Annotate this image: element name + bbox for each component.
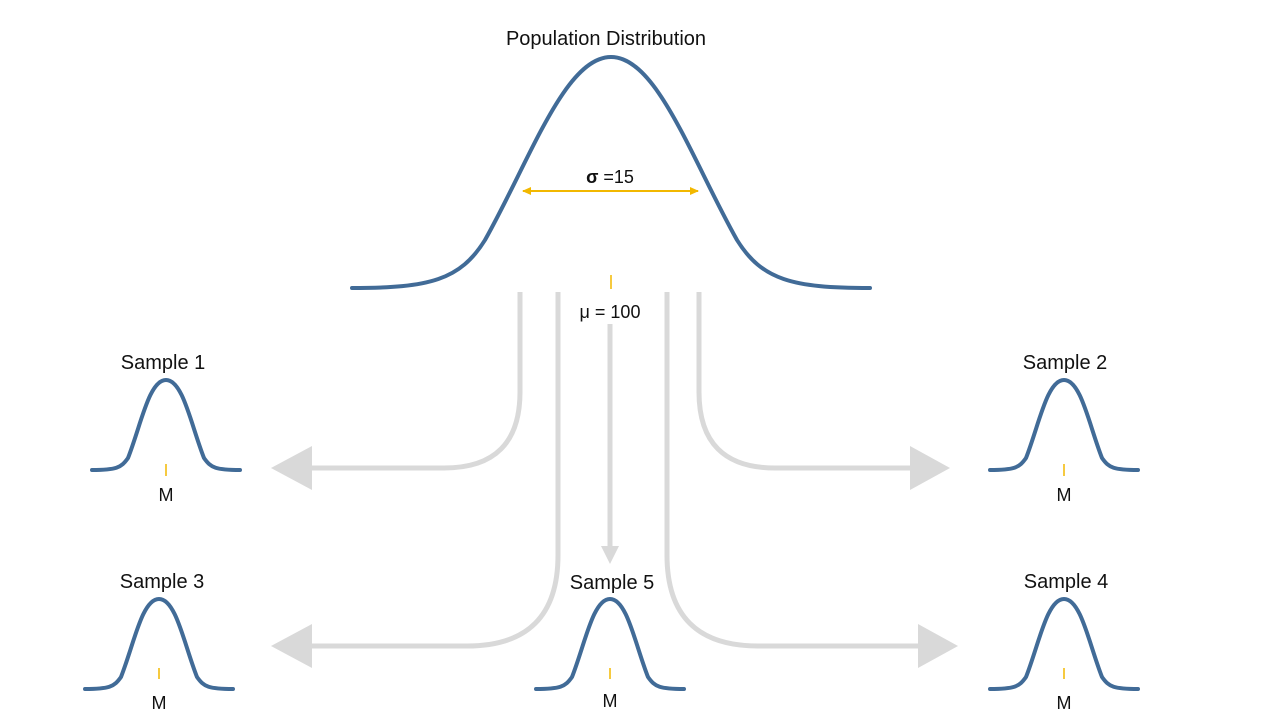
flow-arrow-to-sample-4 (664, 292, 918, 649)
flow-arrowhead-sample-4 (918, 624, 958, 668)
sample-3-group: Sample 3 M (83, 571, 235, 713)
flow-arrowhead-sample-1 (271, 446, 312, 490)
sample-title: Sample 5 (570, 572, 655, 594)
flow-arrows (271, 292, 958, 668)
flow-arrowhead-sample-5 (601, 546, 619, 564)
flow-arrow-to-sample-1 (312, 292, 523, 471)
sample-title: Sample 3 (120, 571, 205, 593)
population-mean-label: μ = 100 (580, 302, 641, 322)
sample-title: Sample 2 (1023, 352, 1108, 374)
sigma-symbol: σ (586, 167, 598, 187)
sample-5-group: Sample 5 M (534, 572, 686, 711)
sample-curve (534, 596, 686, 691)
sample-mean-label: M (152, 693, 167, 713)
sample-2-group: Sample 2 M (988, 352, 1140, 505)
sample-mean-label: M (1057, 693, 1072, 713)
sample-1-group: Sample 1 M (90, 352, 242, 505)
sigma-value: =15 (598, 167, 634, 187)
flow-arrow-to-sample-2 (696, 292, 910, 471)
population-curve (350, 54, 872, 290)
sample-curve (83, 596, 235, 691)
sample-mean-label: M (1057, 485, 1072, 505)
sample-title: Sample 4 (1024, 571, 1109, 593)
flow-arrowhead-sample-2 (910, 446, 950, 490)
sample-curve (90, 377, 242, 472)
flow-arrow-to-sample-3 (312, 292, 561, 649)
population-title: Population Distribution (506, 28, 706, 50)
sigma-label: σ =15 (586, 167, 634, 187)
flow-arrowhead-sample-3 (271, 624, 312, 668)
sample-mean-label: M (603, 691, 618, 711)
sample-curve (988, 596, 1140, 691)
sample-4-group: Sample 4 M (988, 571, 1140, 713)
sample-title: Sample 1 (121, 352, 206, 374)
sample-curve (988, 377, 1140, 472)
sample-mean-label: M (159, 485, 174, 505)
population-group: Population Distribution σ =15 μ = 100 (350, 28, 872, 322)
